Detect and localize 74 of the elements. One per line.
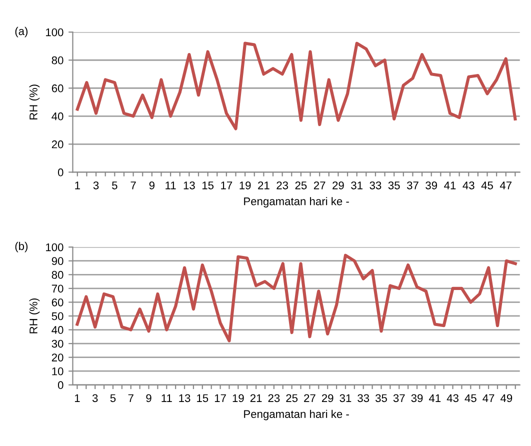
y-tick-label: 100: [46, 28, 64, 36]
x-tick-label: 13: [184, 181, 195, 190]
x-tick-label: 1: [74, 394, 80, 402]
x-tick-label: 15: [202, 182, 214, 190]
x-tick-label: 23: [268, 394, 280, 402]
y-tick-label: 10: [52, 367, 64, 376]
y-tick-label: 90: [52, 257, 64, 265]
x-tick-label: 3: [92, 394, 98, 402]
y-tick-label: 80: [52, 270, 64, 279]
x-tick-label: 29: [322, 394, 334, 402]
x-tick-label: 11: [166, 182, 176, 190]
y-axis-title: RH (%): [29, 84, 40, 120]
y-tick-label: 60: [52, 298, 64, 306]
line-series: [76, 254, 517, 342]
y-tick-label: 0: [58, 168, 64, 176]
x-tick-label: 27: [314, 181, 326, 190]
x-tick-label: 33: [370, 181, 382, 190]
chart-title: (a): [15, 26, 28, 38]
x-tick-label: 33: [358, 394, 370, 402]
y-tick-label: 40: [52, 326, 64, 334]
x-tick-label: 1: [75, 182, 80, 190]
x-tick-label: 47: [500, 182, 512, 190]
x-tick-label: 15: [197, 394, 208, 402]
x-tick-label: 7: [128, 394, 134, 402]
x-tick-label: 17: [214, 394, 226, 402]
y-tick-label: 20: [52, 354, 64, 362]
x-tick-label: 35: [388, 181, 400, 190]
x-tick-label: 37: [406, 181, 418, 190]
y-tick-label: 100: [46, 243, 64, 252]
x-tick-label: 25: [295, 181, 307, 190]
x-tick-label: 13: [179, 394, 190, 402]
x-tick-label: 41: [428, 394, 441, 402]
x-tick-label: 31: [351, 181, 362, 190]
y-tick-label: 80: [52, 56, 64, 64]
x-tick-label: 25: [286, 394, 298, 402]
x-tick-label: 3: [93, 181, 99, 190]
y-tick-label: 60: [52, 84, 64, 92]
x-tick-label: 49: [500, 394, 512, 402]
x-tick-label: 37: [393, 394, 405, 402]
x-tick-label: 9: [146, 394, 152, 402]
chart-title: (b): [15, 242, 28, 252]
y-tick-label: 0: [58, 381, 64, 390]
x-tick-label: 45: [481, 182, 493, 190]
x-tick-label: 5: [110, 394, 116, 402]
x-tick-label: 19: [240, 181, 251, 190]
x-axis-title: Pengamatan hari ke -: [244, 197, 349, 208]
x-tick-label: 9: [149, 181, 154, 190]
y-axis-title: RH (%): [29, 298, 40, 334]
y-tick-label: 20: [52, 140, 64, 148]
x-tick-label: 43: [446, 394, 458, 402]
x-tick-label: 29: [332, 181, 344, 190]
y-tick-label: 30: [52, 340, 64, 348]
x-tick-label: 31: [340, 394, 352, 402]
x-tick-label: 45: [464, 394, 476, 402]
line-series: [76, 42, 517, 130]
x-tick-label: 19: [232, 394, 244, 402]
y-tick-label: 40: [52, 112, 64, 120]
x-tick-label: 43: [462, 181, 474, 190]
x-tick-label: 47: [482, 394, 494, 402]
y-tick-label: 50: [52, 312, 64, 320]
x-tick-label: 27: [304, 394, 316, 402]
x-tick-label: 21: [258, 181, 270, 190]
x-tick-label: 35: [375, 394, 387, 402]
x-tick-label: 7: [130, 182, 136, 190]
x-tick-label: 5: [112, 182, 118, 190]
x-tick-label: 39: [411, 394, 423, 402]
x-tick-label: 17: [221, 182, 232, 190]
x-tick-label: 41: [444, 182, 456, 190]
x-axis-title: Pengamatan hari ke -: [244, 410, 349, 420]
y-tick-label: 70: [52, 284, 64, 293]
x-tick-label: 11: [162, 394, 172, 402]
x-tick-label: 23: [276, 181, 288, 190]
x-tick-label: 21: [250, 394, 262, 402]
x-tick-label: 39: [426, 181, 438, 190]
